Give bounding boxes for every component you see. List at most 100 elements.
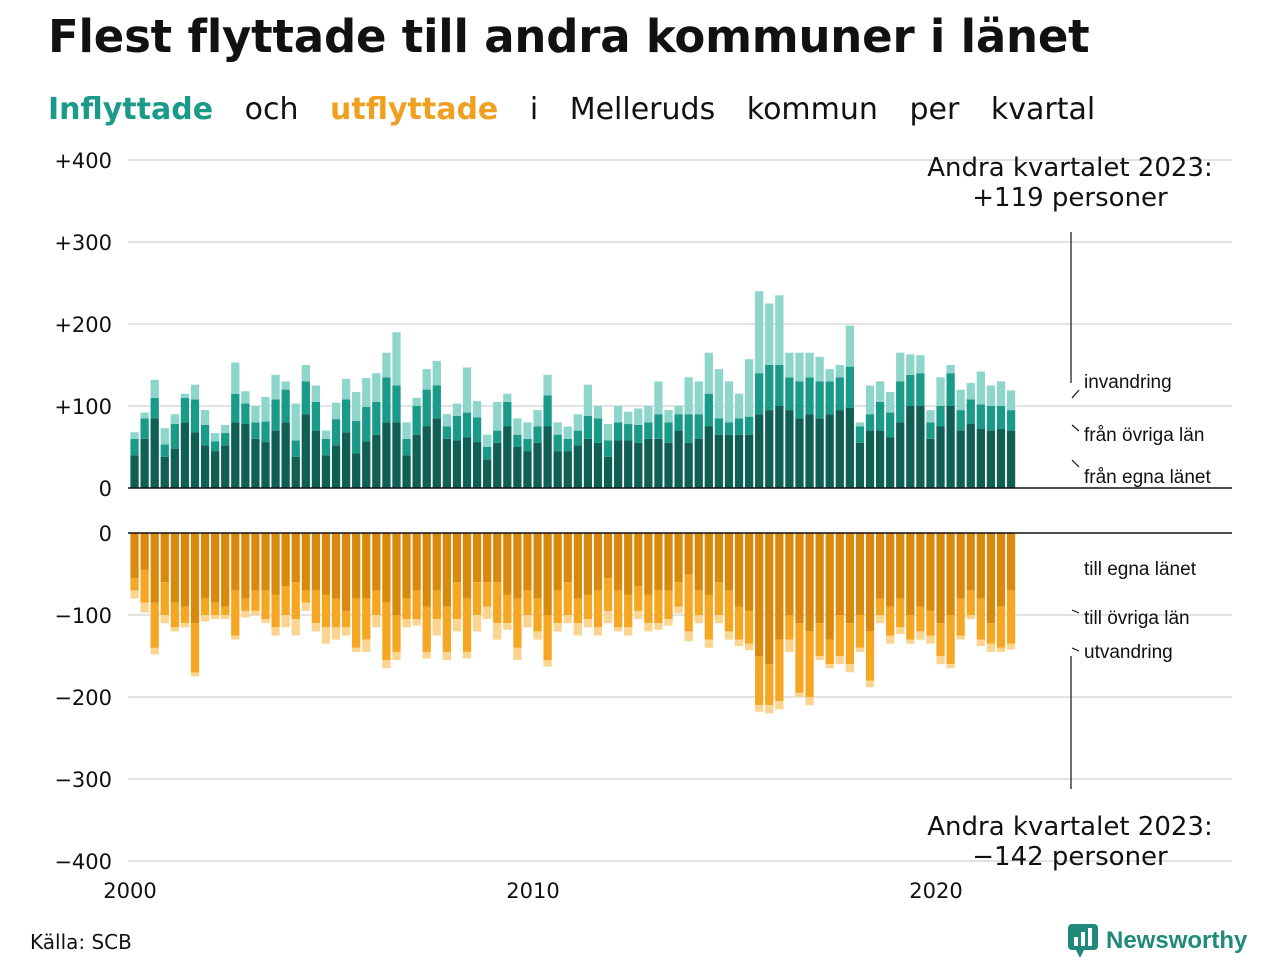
bar-out-egna-lanet xyxy=(583,533,593,595)
bar-in-egna-lanet xyxy=(986,430,996,488)
bar-out-ovriga-lan xyxy=(221,606,230,615)
bar-invandring xyxy=(180,393,190,398)
bar-utvandring xyxy=(211,615,220,620)
bar-invandring xyxy=(694,381,703,415)
series-label: utvandring xyxy=(1084,642,1173,663)
bar-in-egna-lanet xyxy=(775,406,784,488)
bar-utvandring xyxy=(795,692,804,697)
bar-invandring xyxy=(362,378,371,407)
bar-in-ovriga-lan xyxy=(1006,410,1016,431)
bar-in-ovriga-lan xyxy=(362,406,371,442)
bar-in-egna-lanet xyxy=(553,451,562,488)
bar-out-egna-lanet xyxy=(664,533,673,591)
bar-out-ovriga-lan xyxy=(140,569,149,603)
bar-in-egna-lanet xyxy=(362,441,371,488)
bar-in-ovriga-lan xyxy=(614,422,623,441)
annotation-top-line2: +119 personer xyxy=(972,183,1168,213)
bar-out-ovriga-lan xyxy=(946,615,955,665)
bar-in-ovriga-lan xyxy=(412,406,421,435)
brand-logo: Newsworthy xyxy=(1068,924,1247,958)
bar-utvandring xyxy=(382,660,391,669)
bar-in-ovriga-lan xyxy=(966,399,975,425)
bar-out-egna-lanet xyxy=(694,533,703,591)
bar-utvandring xyxy=(331,627,341,640)
bar-in-ovriga-lan xyxy=(533,426,542,443)
bar-out-egna-lanet xyxy=(140,533,149,570)
subtitle-word: i xyxy=(529,92,539,127)
label-leader xyxy=(1071,459,1080,468)
bar-out-egna-lanet xyxy=(331,533,341,599)
bar-in-ovriga-lan xyxy=(755,373,764,415)
bar-in-egna-lanet xyxy=(734,434,744,488)
bar-in-egna-lanet xyxy=(805,414,814,488)
bar-in-ovriga-lan xyxy=(321,438,331,456)
bar-utvandring xyxy=(986,643,996,652)
brand-name: Newsworthy xyxy=(1106,927,1248,954)
bar-in-egna-lanet xyxy=(996,428,1006,488)
bar-invandring xyxy=(624,411,633,425)
bar-utvandring xyxy=(301,602,310,611)
bar-invandring xyxy=(523,422,532,439)
bar-out-egna-lanet xyxy=(624,533,633,595)
series-label: från övriga län xyxy=(1084,425,1204,446)
bar-out-ovriga-lan xyxy=(755,656,764,706)
bar-out-ovriga-lan xyxy=(382,602,391,661)
bar-utvandring xyxy=(372,615,381,628)
bar-in-egna-lanet xyxy=(150,418,159,488)
bar-in-egna-lanet xyxy=(724,434,734,488)
bar-invandring xyxy=(825,369,834,382)
bar-utvandring xyxy=(704,639,713,648)
bar-utvandring xyxy=(916,631,925,640)
y-tick-label: 0 xyxy=(99,522,112,546)
y-tick-label: −200 xyxy=(54,686,112,710)
bar-in-ovriga-lan xyxy=(301,381,310,415)
bar-utvandring xyxy=(825,664,834,669)
bar-out-egna-lanet xyxy=(271,533,280,595)
bar-utvandring xyxy=(261,619,270,624)
bar-out-ovriga-lan xyxy=(825,639,834,665)
bar-in-ovriga-lan xyxy=(593,418,603,443)
bar-out-egna-lanet xyxy=(543,533,552,615)
bar-invandring xyxy=(956,389,965,411)
bar-in-ovriga-lan xyxy=(644,422,653,439)
bar-utvandring xyxy=(785,639,794,652)
bar-in-egna-lanet xyxy=(694,438,703,488)
bar-invandring xyxy=(886,392,895,413)
bar-invandring xyxy=(684,377,693,415)
bar-utvandring xyxy=(664,619,673,626)
bar-in-ovriga-lan xyxy=(573,430,582,446)
bar-out-egna-lanet xyxy=(341,533,351,611)
bar-out-egna-lanet xyxy=(372,533,381,591)
bar-out-ovriga-lan xyxy=(352,598,361,648)
bar-out-ovriga-lan xyxy=(886,606,895,636)
bar-out-egna-lanet xyxy=(684,533,693,574)
bar-out-ovriga-lan xyxy=(1006,590,1016,644)
bar-invandring xyxy=(785,352,794,378)
label-leader xyxy=(1071,609,1080,614)
bar-invandring xyxy=(936,377,945,406)
bar-out-egna-lanet xyxy=(775,533,784,640)
bar-in-egna-lanet xyxy=(472,442,482,488)
bar-in-ovriga-lan xyxy=(936,406,945,427)
bar-invandring xyxy=(603,424,613,441)
bar-out-egna-lanet xyxy=(190,533,200,624)
bar-out-egna-lanet xyxy=(865,533,875,632)
bar-out-ovriga-lan xyxy=(593,590,603,628)
bar-invandring xyxy=(261,396,270,422)
bar-out-egna-lanet xyxy=(321,533,331,595)
bar-in-ovriga-lan xyxy=(684,414,693,443)
bar-out-egna-lanet xyxy=(261,533,270,591)
bar-in-egna-lanet xyxy=(503,426,512,488)
bar-utvandring xyxy=(200,615,210,622)
bar-in-ovriga-lan xyxy=(170,424,179,449)
bar-in-ovriga-lan xyxy=(251,422,260,439)
bar-invandring xyxy=(704,352,713,394)
bar-invandring xyxy=(835,365,844,378)
bar-out-egna-lanet xyxy=(1006,533,1016,591)
bar-utvandring xyxy=(593,627,603,636)
bar-utvandring xyxy=(341,627,351,636)
bar-in-ovriga-lan xyxy=(493,430,502,443)
bar-in-egna-lanet xyxy=(714,434,724,488)
bar-invandring xyxy=(976,371,985,405)
bar-in-egna-lanet xyxy=(271,430,280,488)
